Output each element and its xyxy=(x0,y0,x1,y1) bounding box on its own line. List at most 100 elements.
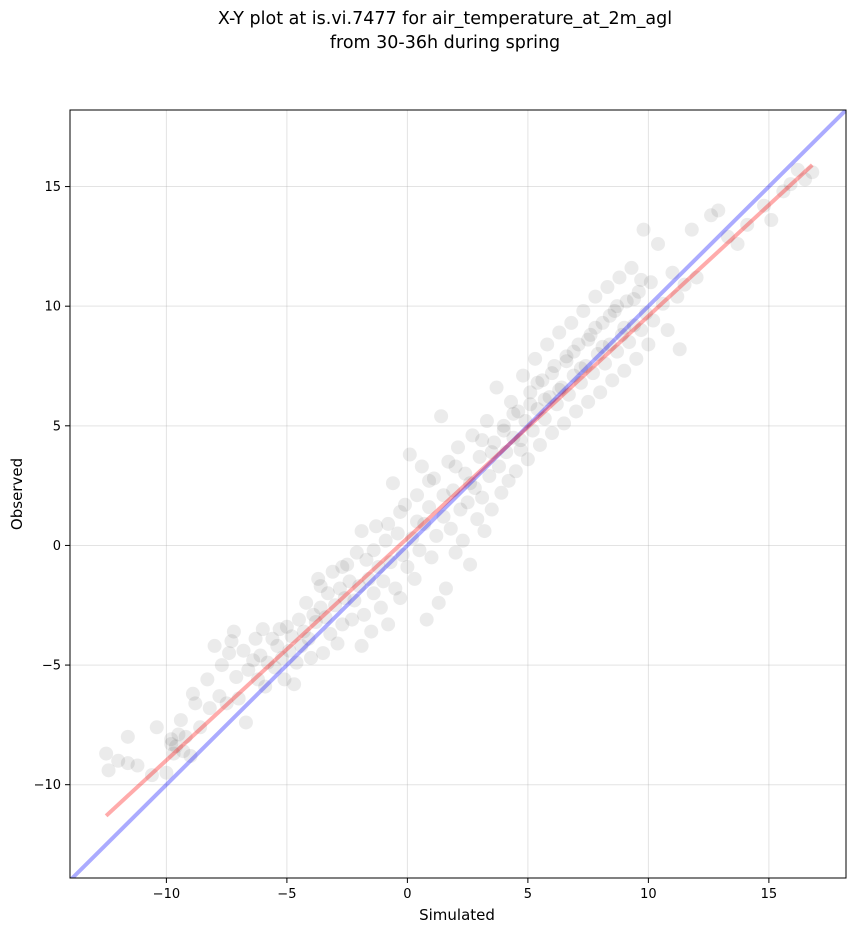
y-tick-label: 5 xyxy=(53,419,61,434)
x-axis-ticks: −10 −5 0 5 10 15 xyxy=(153,878,777,902)
scatter-point xyxy=(289,655,304,670)
scatter-point xyxy=(523,397,538,412)
scatter-point xyxy=(504,394,519,409)
scatter-point xyxy=(465,428,480,443)
scatter-point xyxy=(655,296,670,311)
scatter-point xyxy=(573,375,588,390)
scatter-point xyxy=(499,445,514,460)
scatter-point xyxy=(296,624,311,639)
scatter-point xyxy=(301,631,316,646)
scatter-point xyxy=(451,440,465,455)
scatter-point xyxy=(740,217,755,232)
scatter-point xyxy=(446,483,461,498)
scatter-point xyxy=(202,701,217,716)
x-tick-label: −5 xyxy=(277,887,296,902)
scatter-point xyxy=(185,686,200,701)
scatter-point xyxy=(677,277,692,292)
scatter-point xyxy=(443,521,458,536)
scatter-point xyxy=(352,579,367,594)
scatter-point xyxy=(581,394,596,409)
scatter-point xyxy=(414,459,429,474)
scatter-point xyxy=(354,524,369,539)
scatter-point xyxy=(501,473,516,488)
scatter-point xyxy=(318,610,333,625)
scatter-point xyxy=(448,545,463,560)
scatter-point xyxy=(525,423,540,438)
scatter-point xyxy=(313,600,328,615)
scatter-point xyxy=(200,672,215,687)
scatter-point xyxy=(212,689,227,704)
scatter-point xyxy=(366,586,381,601)
scatter-point xyxy=(484,445,499,460)
scatter-point xyxy=(805,165,820,180)
scatter-point xyxy=(566,368,581,383)
scatter-point xyxy=(395,548,410,563)
scatter-point xyxy=(166,746,181,761)
scatter-point xyxy=(549,397,564,412)
scatter-points xyxy=(99,162,820,783)
scatter-point xyxy=(260,655,275,670)
scatter-point xyxy=(513,433,528,448)
scatter-point xyxy=(431,595,446,610)
scatter-point xyxy=(207,638,222,653)
scatter-point xyxy=(376,574,391,589)
regression-line xyxy=(104,163,814,818)
scatter-point xyxy=(342,574,357,589)
scatter-point xyxy=(573,361,588,376)
scatter-point xyxy=(516,368,531,383)
scatter-point xyxy=(393,591,408,606)
scatter-point xyxy=(393,504,408,519)
scatter-point xyxy=(149,720,164,735)
scatter-point xyxy=(590,347,605,362)
scatter-point xyxy=(595,339,610,354)
scatter-point xyxy=(665,265,680,280)
scatter-point xyxy=(566,344,581,359)
scatter-point xyxy=(629,351,644,366)
scatter-point xyxy=(373,600,388,615)
scatter-point xyxy=(720,229,735,244)
scatter-point xyxy=(344,612,359,627)
scatter-point xyxy=(419,612,434,627)
scatter-point xyxy=(463,557,478,572)
scatter-point xyxy=(491,459,506,474)
scatter-point xyxy=(277,672,292,687)
scatter-point xyxy=(349,545,364,560)
scatter-point xyxy=(410,488,425,503)
scatter-point xyxy=(111,753,126,768)
scatter-point xyxy=(311,571,326,586)
y-tick-label: 15 xyxy=(44,180,61,195)
scatter-point xyxy=(231,691,246,706)
y-tick-label: −5 xyxy=(42,659,61,674)
scatter-point xyxy=(537,411,552,426)
scatter-point xyxy=(484,502,499,517)
scatter-point xyxy=(528,351,543,366)
scatter-point xyxy=(535,373,550,388)
scatter-point xyxy=(99,746,114,761)
scatter-point xyxy=(219,696,234,711)
scatter-point xyxy=(460,495,475,510)
scatter-point xyxy=(470,512,485,527)
scatter-point xyxy=(173,713,188,728)
scatter-point xyxy=(530,375,545,390)
scatter-point xyxy=(120,756,135,771)
scatter-point xyxy=(316,646,331,661)
scatter-point xyxy=(561,387,576,402)
scatter-point xyxy=(426,471,441,486)
scatter-point xyxy=(593,385,608,400)
scatter-point xyxy=(622,335,637,350)
scatter-point xyxy=(164,732,179,747)
scatter-point xyxy=(626,318,641,333)
scatter-point xyxy=(412,543,427,558)
scatter-point xyxy=(340,557,355,572)
scatter-point xyxy=(306,607,321,622)
scatter-point xyxy=(178,729,193,744)
scatter-point xyxy=(564,315,579,330)
scatter-point xyxy=(559,349,574,364)
scatter-point xyxy=(400,559,415,574)
scatter-point xyxy=(279,619,294,634)
scatter-point xyxy=(487,435,502,450)
y-tick-label: 10 xyxy=(44,300,61,315)
scatter-point xyxy=(282,643,297,658)
scatter-point xyxy=(313,579,328,594)
